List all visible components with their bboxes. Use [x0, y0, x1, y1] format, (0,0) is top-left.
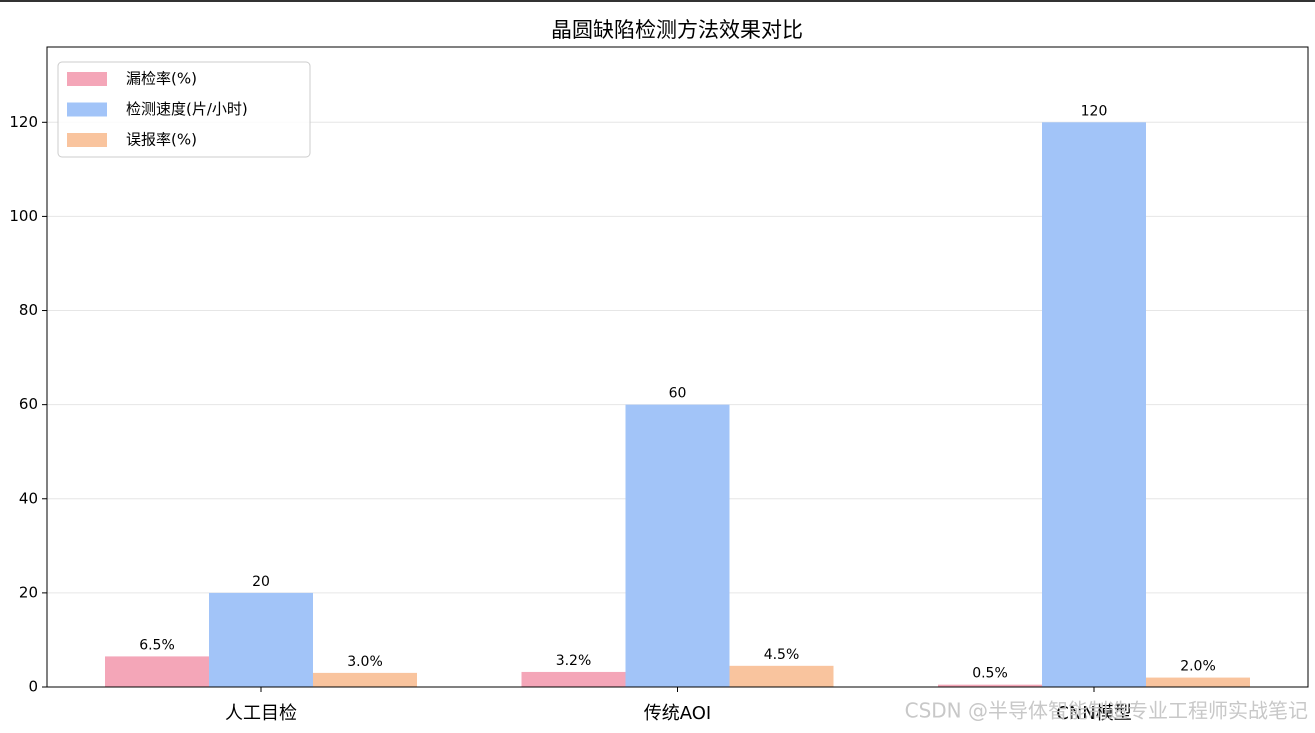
legend-label: 误报率(%): [126, 131, 197, 149]
y-tick-label: 120: [9, 113, 38, 131]
legend-label: 漏检率(%): [126, 70, 197, 88]
bar: [625, 404, 730, 687]
legend-swatch: [67, 133, 107, 147]
y-tick-label: 60: [19, 395, 38, 413]
chart-title: 晶圆缺陷检测方法效果对比: [551, 18, 803, 42]
y-tick-label: 80: [19, 301, 38, 319]
legend-label: 检测速度(片/小时): [126, 100, 248, 118]
value-label: 2.0%: [1180, 659, 1216, 675]
x-tick-label: CNN模型: [1056, 703, 1132, 724]
legend-swatch: [67, 72, 107, 86]
x-tick-label: 人工目检: [225, 703, 297, 724]
bar: [938, 684, 1042, 687]
bar: [1042, 122, 1146, 687]
y-tick-label: 20: [19, 583, 38, 601]
bar: [1146, 677, 1250, 687]
bar: [105, 656, 209, 687]
value-label: 20: [252, 574, 270, 590]
y-tick-label: 40: [19, 489, 38, 507]
legend-swatch: [67, 102, 107, 117]
bar: [521, 671, 626, 687]
y-tick-label: 100: [9, 207, 38, 225]
plot-frame: [46, 46, 1309, 688]
legend-box: [57, 61, 311, 158]
value-label: 0.5%: [972, 666, 1008, 682]
x-tick-label: 传统AOI: [644, 703, 711, 724]
bar: [313, 672, 417, 687]
watermark: CSDN @半导体智能制造专业工程师实战笔记: [905, 699, 1308, 723]
y-tick-label: 0: [28, 678, 38, 696]
value-label: 6.5%: [139, 637, 175, 653]
value-label: 120: [1081, 103, 1108, 119]
value-label: 60: [669, 386, 687, 402]
value-label: 4.5%: [764, 647, 800, 663]
value-label: 3.2%: [556, 653, 592, 669]
bar: [209, 592, 313, 687]
bar: [729, 665, 834, 687]
value-label: 3.0%: [347, 654, 383, 670]
